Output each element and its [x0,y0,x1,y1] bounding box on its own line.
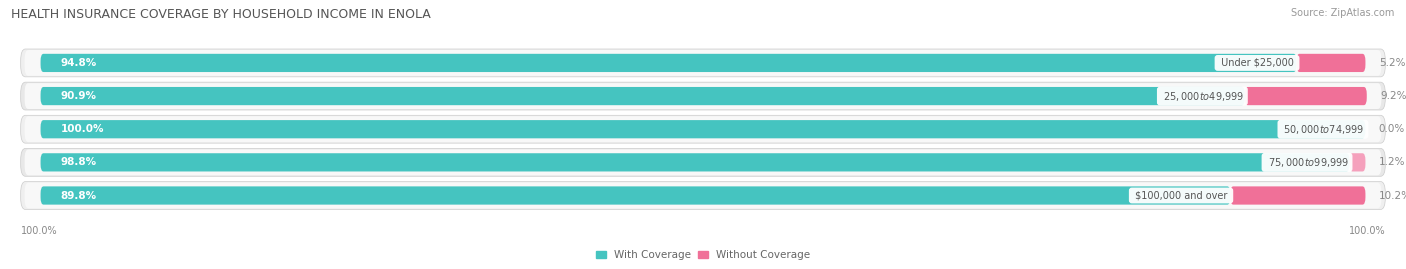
FancyBboxPatch shape [21,182,1385,210]
Text: 0.0%: 0.0% [1379,124,1405,134]
Text: Under $25,000: Under $25,000 [1218,58,1296,68]
Text: 10.2%: 10.2% [1379,190,1406,200]
FancyBboxPatch shape [21,82,1385,110]
Text: 89.8%: 89.8% [60,190,97,200]
FancyBboxPatch shape [25,116,1381,142]
Text: $25,000 to $49,999: $25,000 to $49,999 [1160,90,1244,102]
Text: 100.0%: 100.0% [1348,226,1385,236]
FancyBboxPatch shape [41,54,1296,72]
Text: 100.0%: 100.0% [21,226,58,236]
Text: 90.9%: 90.9% [60,91,97,101]
FancyBboxPatch shape [41,87,1244,105]
FancyBboxPatch shape [25,183,1381,208]
Text: $75,000 to $99,999: $75,000 to $99,999 [1264,156,1350,169]
FancyBboxPatch shape [1230,186,1365,205]
FancyBboxPatch shape [41,153,1350,171]
Text: Source: ZipAtlas.com: Source: ZipAtlas.com [1291,8,1395,18]
FancyBboxPatch shape [1244,87,1367,105]
Text: HEALTH INSURANCE COVERAGE BY HOUSEHOLD INCOME IN ENOLA: HEALTH INSURANCE COVERAGE BY HOUSEHOLD I… [11,8,432,21]
Legend: With Coverage, Without Coverage: With Coverage, Without Coverage [592,246,814,264]
FancyBboxPatch shape [1296,54,1365,72]
Text: $50,000 to $74,999: $50,000 to $74,999 [1281,123,1365,136]
Text: $100,000 and over: $100,000 and over [1132,190,1230,200]
FancyBboxPatch shape [21,49,1385,77]
FancyBboxPatch shape [21,115,1385,143]
Text: 9.2%: 9.2% [1381,91,1406,101]
FancyBboxPatch shape [21,148,1385,176]
FancyBboxPatch shape [25,150,1381,175]
FancyBboxPatch shape [41,186,1230,205]
FancyBboxPatch shape [25,83,1381,109]
Text: 1.2%: 1.2% [1379,157,1405,167]
Text: 5.2%: 5.2% [1379,58,1405,68]
Text: 100.0%: 100.0% [60,124,104,134]
FancyBboxPatch shape [1350,153,1365,171]
FancyBboxPatch shape [25,50,1381,76]
Text: 94.8%: 94.8% [60,58,97,68]
FancyBboxPatch shape [41,120,1365,138]
Text: 98.8%: 98.8% [60,157,97,167]
